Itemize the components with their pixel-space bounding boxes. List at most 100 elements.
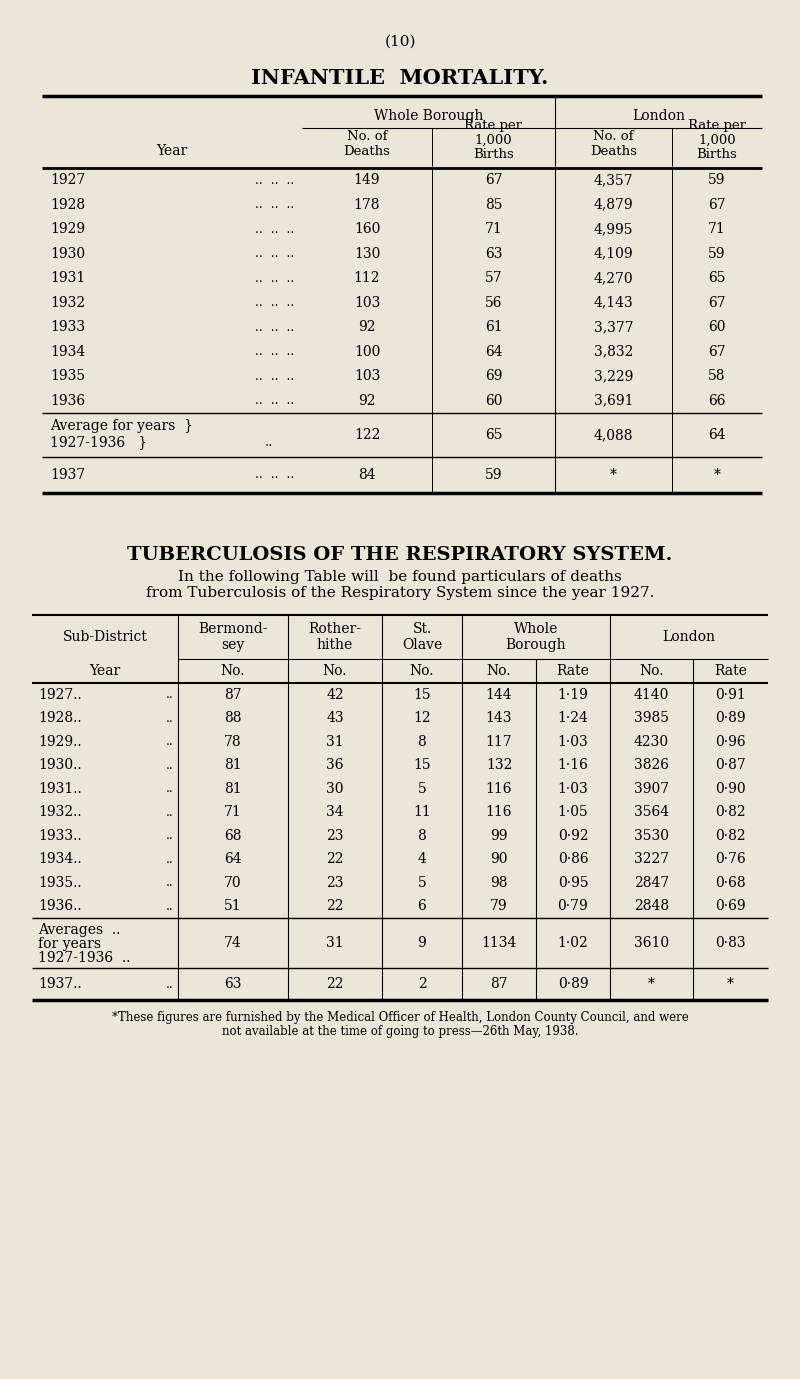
Text: Rate: Rate <box>714 665 747 678</box>
Text: 30: 30 <box>326 782 344 796</box>
Text: 11: 11 <box>413 805 431 819</box>
Text: 160: 160 <box>354 222 380 236</box>
Text: ..: .. <box>166 758 174 772</box>
Text: 1930: 1930 <box>50 247 85 261</box>
Text: 56: 56 <box>485 295 502 310</box>
Text: ..  ..  ..: .. .. .. <box>254 469 294 481</box>
Text: Rate per
1,000
Births: Rate per 1,000 Births <box>465 119 522 161</box>
Text: *: * <box>714 467 721 483</box>
Text: 112: 112 <box>354 272 380 285</box>
Text: 4,088: 4,088 <box>594 427 634 443</box>
Text: 6: 6 <box>418 899 426 913</box>
Text: ..: .. <box>166 829 174 843</box>
Text: 85: 85 <box>485 197 502 212</box>
Text: ..  ..  ..: .. .. .. <box>254 174 294 186</box>
Text: 15: 15 <box>413 758 431 772</box>
Text: ..  ..  ..: .. .. .. <box>254 247 294 261</box>
Text: No.: No. <box>322 665 347 678</box>
Text: 70: 70 <box>224 876 242 889</box>
Text: Averages  ..: Averages .. <box>38 923 120 936</box>
Text: Whole Borough: Whole Borough <box>374 109 483 123</box>
Text: 64: 64 <box>224 852 242 866</box>
Text: 98: 98 <box>490 876 508 889</box>
Text: 130: 130 <box>354 247 380 261</box>
Text: 3,377: 3,377 <box>594 320 634 334</box>
Text: 0·83: 0·83 <box>715 936 746 950</box>
Text: London: London <box>662 630 715 644</box>
Text: 1931..: 1931.. <box>38 782 82 796</box>
Text: 149: 149 <box>354 174 380 188</box>
Text: 0·96: 0·96 <box>715 735 746 749</box>
Text: 67: 67 <box>708 345 726 359</box>
Text: INFANTILE  MORTALITY.: INFANTILE MORTALITY. <box>251 68 549 88</box>
Text: 63: 63 <box>224 976 242 992</box>
Text: 4,143: 4,143 <box>594 295 634 310</box>
Text: Sub-District: Sub-District <box>62 630 147 644</box>
Text: ..: .. <box>166 852 174 866</box>
Text: 103: 103 <box>354 295 380 310</box>
Text: London: London <box>632 109 685 123</box>
Text: 1929..: 1929.. <box>38 735 82 749</box>
Text: 1·16: 1·16 <box>558 758 589 772</box>
Text: 0·82: 0·82 <box>715 805 746 819</box>
Text: No.: No. <box>639 665 664 678</box>
Text: 1934..: 1934.. <box>38 852 82 866</box>
Text: 88: 88 <box>224 712 242 725</box>
Text: No.: No. <box>486 665 511 678</box>
Text: 64: 64 <box>485 345 502 359</box>
Text: Year: Year <box>90 665 121 678</box>
Text: 1932..: 1932.. <box>38 805 82 819</box>
Text: 1·24: 1·24 <box>558 712 589 725</box>
Text: 71: 71 <box>224 805 242 819</box>
Text: ..: .. <box>166 688 174 702</box>
Text: 0·79: 0·79 <box>558 899 588 913</box>
Text: Rate: Rate <box>557 665 590 678</box>
Text: 116: 116 <box>486 782 512 796</box>
Text: 0·86: 0·86 <box>558 852 588 866</box>
Text: 78: 78 <box>224 735 242 749</box>
Text: *: * <box>727 976 734 992</box>
Text: 15: 15 <box>413 688 431 702</box>
Text: 22: 22 <box>326 976 344 992</box>
Text: 12: 12 <box>413 712 431 725</box>
Text: 5: 5 <box>418 876 426 889</box>
Text: St.
Olave: St. Olave <box>402 622 442 652</box>
Text: 4,879: 4,879 <box>594 197 634 212</box>
Text: 0·90: 0·90 <box>715 782 746 796</box>
Text: 4,995: 4,995 <box>594 222 634 236</box>
Text: 90: 90 <box>490 852 508 866</box>
Text: 58: 58 <box>708 370 726 383</box>
Text: from Tuberculosis of the Respiratory System since the year 1927.: from Tuberculosis of the Respiratory Sys… <box>146 586 654 600</box>
Text: 178: 178 <box>354 197 380 212</box>
Text: 3826: 3826 <box>634 758 669 772</box>
Text: 1927..: 1927.. <box>38 688 82 702</box>
Text: 81: 81 <box>224 782 242 796</box>
Text: ..  ..  ..: .. .. .. <box>254 345 294 359</box>
Text: 122: 122 <box>354 427 380 443</box>
Text: 2: 2 <box>418 976 426 992</box>
Text: 3,229: 3,229 <box>594 370 633 383</box>
Text: 9: 9 <box>418 936 426 950</box>
Text: ..  ..  ..: .. .. .. <box>254 272 294 284</box>
Text: 67: 67 <box>485 174 502 188</box>
Text: No. of
Deaths: No. of Deaths <box>590 130 637 159</box>
Text: 1933..: 1933.. <box>38 829 82 843</box>
Text: 3610: 3610 <box>634 936 669 950</box>
Text: 81: 81 <box>224 758 242 772</box>
Text: 0·68: 0·68 <box>715 876 746 889</box>
Text: not available at the time of going to press—26th May, 1938.: not available at the time of going to pr… <box>222 1026 578 1038</box>
Text: 1928: 1928 <box>50 197 85 212</box>
Text: Whole
Borough: Whole Borough <box>506 622 566 652</box>
Text: *: * <box>648 976 655 992</box>
Text: 0·92: 0·92 <box>558 829 588 843</box>
Text: 1929: 1929 <box>50 222 85 236</box>
Text: 1927-1936  ..: 1927-1936 .. <box>38 952 130 965</box>
Text: 1934: 1934 <box>50 345 86 359</box>
Text: *: * <box>610 467 617 483</box>
Text: 59: 59 <box>708 174 726 188</box>
Text: 79: 79 <box>490 899 508 913</box>
Text: 132: 132 <box>486 758 512 772</box>
Text: ..: .. <box>166 712 174 725</box>
Text: 0·82: 0·82 <box>715 829 746 843</box>
Text: Bermond-
sey: Bermond- sey <box>198 622 268 652</box>
